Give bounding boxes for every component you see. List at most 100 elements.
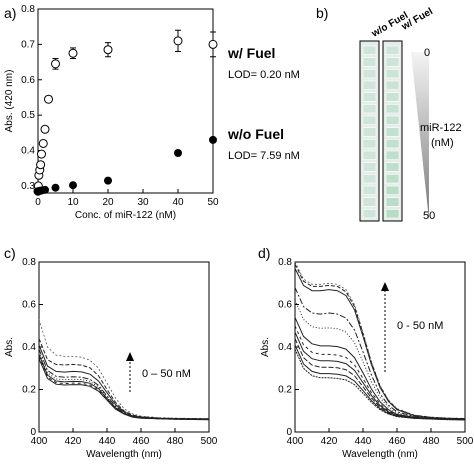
spectrum-line	[38, 358, 210, 421]
spectrum-line	[294, 344, 466, 421]
annotation-lod-wo-fuel: LOD= 7.59 nM	[228, 150, 300, 162]
plot-frame	[294, 261, 466, 433]
y-tick-label: 0.6	[21, 75, 35, 86]
x-tick-label: 0	[35, 197, 41, 208]
strip-cell-w-fuel	[385, 174, 400, 184]
x-tick-label: 40	[172, 197, 184, 208]
x-tick-label: 460	[133, 436, 150, 447]
y-tick-label: 0.4	[22, 342, 36, 353]
plot-frame	[37, 8, 214, 194]
strip-cell-wo-fuel	[362, 162, 377, 172]
trend-arrow-head	[126, 352, 134, 361]
strip-bottom-label: 50	[423, 210, 435, 222]
panel-label-d: d)	[258, 245, 270, 261]
data-point-w-fuel	[44, 94, 53, 104]
y-tick-label: 0.4	[21, 146, 35, 157]
strip-cell-w-fuel	[385, 139, 400, 149]
data-point-w-fuel	[208, 39, 218, 49]
strip-cell-wo-fuel	[362, 150, 377, 160]
strip-cell-wo-fuel	[362, 139, 377, 149]
strip-cell-w-fuel	[385, 80, 400, 90]
spectrum-line	[294, 338, 466, 421]
range-annotation: 0 - 50 nM	[397, 320, 443, 332]
x-tick-label: 440	[99, 436, 116, 447]
x-tick-label: 480	[423, 436, 440, 447]
strip-cell-wo-fuel	[362, 69, 377, 79]
strip-cell-wo-fuel	[362, 209, 377, 219]
y-tick-label: 0.6	[22, 300, 36, 311]
data-point-w-fuel	[40, 124, 50, 134]
spectrum-line	[294, 348, 466, 421]
data-point-wo-fuel	[41, 185, 49, 194]
strip-cell-wo-fuel	[362, 57, 377, 67]
data-point-wo-fuel	[69, 181, 77, 190]
x-tick-label: 400	[31, 436, 48, 447]
spectrum-line	[294, 317, 466, 420]
strip-cell-w-fuel	[385, 104, 400, 114]
spectrum-line	[294, 268, 466, 420]
y-tick-label: 0.8	[21, 4, 35, 15]
y-tick-label: 0.2	[22, 385, 36, 396]
x-axis-label: Wavelength (nm)	[86, 449, 162, 460]
data-point-w-fuel	[68, 48, 78, 58]
strip-cell-wo-fuel	[362, 104, 377, 114]
data-point-wo-fuel	[209, 135, 217, 144]
y-axis-label: Abs.	[4, 337, 15, 357]
annotation-lod-w-fuel: LOD= 0.20 nM	[228, 69, 300, 81]
x-tick-label: 480	[167, 436, 184, 447]
spectrum-line	[38, 348, 210, 420]
y-tick-label: 0.7	[21, 39, 35, 50]
strip-panel: w/o Fuel w/ Fuel 0 miR-122 (nM) 50	[359, 6, 462, 222]
x-tick-label: 500	[457, 436, 474, 447]
annotation-wo-fuel: w/o Fuel	[227, 126, 284, 142]
strip-mid-label: miR-122	[420, 122, 462, 134]
y-axis-label: Abs. (420 nm)	[4, 70, 15, 133]
y-tick-label: 0.8	[278, 257, 292, 268]
strip-cell-wo-fuel	[362, 45, 377, 55]
data-point-w-fuel	[37, 149, 46, 159]
spectrum-line	[38, 352, 209, 420]
panel-label-a: a)	[4, 5, 16, 21]
strip-cell-wo-fuel	[362, 174, 377, 184]
strip-cell-wo-fuel	[362, 185, 377, 195]
spectrum-line	[294, 263, 466, 420]
x-tick-label: 460	[389, 436, 406, 447]
y-tick-label: 0.5	[21, 110, 35, 121]
strip-cell-wo-fuel	[362, 127, 377, 137]
chart-d: 400 420 440 460 480 500 0 0.2 0.4 0.6 0.8 Wavelengt…	[260, 257, 474, 460]
strip-cell-wo-fuel	[362, 92, 377, 102]
x-tick-label: 10	[67, 197, 79, 208]
y-tick-label: 0.4	[278, 342, 292, 353]
chart-a: 0 10 20 30 40 50 0.3 0.4 0.5 0.6 0.7 0.8 Conc. of mi…	[4, 4, 300, 221]
panel-label-c: c)	[4, 245, 16, 261]
strip-cell-w-fuel	[385, 115, 400, 125]
plot-frame	[38, 261, 210, 433]
y-tick-label: 0.6	[278, 300, 292, 311]
y-tick-label: 0.2	[278, 385, 292, 396]
strip-cell-w-fuel	[385, 197, 400, 207]
strip-cell-w-fuel	[385, 162, 400, 172]
x-tick-label: 30	[137, 197, 149, 208]
strip-mid-unit: (nM)	[431, 137, 454, 149]
range-annotation: 0 – 50 nM	[142, 368, 191, 380]
strip-cell-w-fuel	[385, 69, 400, 79]
strip-cell-w-fuel	[385, 185, 400, 195]
strip-cell-w-fuel	[385, 150, 400, 160]
x-tick-label: 50	[207, 197, 219, 208]
spectrum-line	[38, 356, 209, 420]
data-point-w-fuel	[38, 138, 48, 148]
strip-cell-w-fuel	[385, 127, 400, 137]
y-axis-label: Abs.	[260, 337, 271, 357]
concentration-wedge	[411, 52, 429, 220]
data-point-w-fuel	[103, 45, 113, 55]
spectrum-line	[38, 354, 210, 420]
strip-cell-w-fuel	[385, 45, 400, 55]
data-point-w-fuel	[173, 36, 183, 46]
x-tick-label: 400	[287, 436, 304, 447]
x-tick-label: 20	[102, 197, 114, 208]
spectrum-line	[294, 261, 466, 419]
spectrum-line	[294, 287, 466, 420]
chart-c: 400 420 440 460 480 500 0 0.2 0.4 0.6 0.8 Wavelengt…	[4, 257, 218, 460]
trend-arrow-head	[381, 282, 389, 291]
panel-label-b: b)	[316, 5, 328, 21]
